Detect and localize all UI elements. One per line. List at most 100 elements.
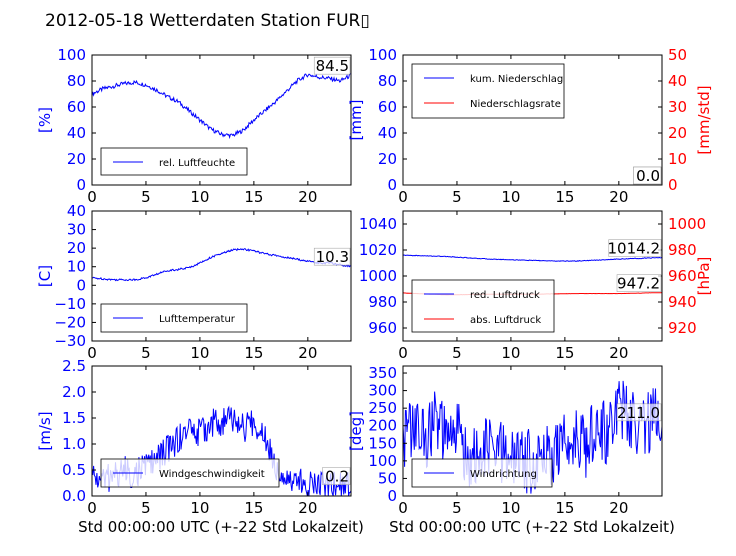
y-tick-label-precipitation-80: 80 xyxy=(378,72,397,90)
legend-label-temperature-0: Lufttemperatur xyxy=(159,314,236,325)
panel-wind_direction: 0 5 10 15 20050100150200250300350[deg]Windri… xyxy=(347,364,663,517)
y-axis-label-precipitation: [mm] xyxy=(347,100,365,141)
series-line-humidity-0 xyxy=(91,73,352,140)
x-tick-label-precipitation-20: 20 xyxy=(609,188,628,206)
y2-tick-label-precipitation-10: 10 xyxy=(668,150,687,168)
y-tick-label-humidity-60: 60 xyxy=(67,98,86,116)
y-tick-label-wind_speed-2.5: 2.5 xyxy=(62,357,86,375)
x-tick-label-pressure-20: 20 xyxy=(609,344,628,362)
last-value-box-pressure-0 xyxy=(608,239,662,257)
x-tick-label-wind_direction-15: 15 xyxy=(555,499,574,517)
x-axis-label-left: Std 00:00:00 UTC (+-22 Std Lokalzeit) xyxy=(78,518,364,536)
y-tick-label-wind_speed-1: 1.0 xyxy=(62,435,86,453)
y-tick-label-wind_speed-0: 0.0 xyxy=(62,487,86,505)
last-value-box-wind_direction-0 xyxy=(616,403,662,422)
x-tick-label-wind_direction-0: 0 xyxy=(398,499,408,517)
y2-tick-label-precipitation-0: 0 xyxy=(668,176,678,194)
last-value-label-wind_direction-0: 211.0 xyxy=(617,404,660,422)
y-tick-label-wind_speed-1.5: 1.5 xyxy=(62,409,86,427)
y2-tick-label-precipitation-40: 40 xyxy=(668,72,687,90)
y-tick-label-wind_direction-150: 150 xyxy=(368,434,397,452)
axes-frame-humidity xyxy=(91,54,352,186)
axes-frame-wind_speed xyxy=(91,365,352,497)
x-tick-label-wind_speed-15: 15 xyxy=(244,499,263,517)
last-value-label-humidity-0: 84.5 xyxy=(316,57,349,75)
y-axis-label-humidity: [%] xyxy=(36,107,54,133)
x-tick-label-wind_speed-5: 5 xyxy=(141,499,151,517)
y-tick-label-temperature-30: 30 xyxy=(67,221,86,239)
y2-axis-label-precipitation: [mm/std] xyxy=(695,85,713,154)
axes-frame-temperature xyxy=(91,210,352,342)
last-value-box-humidity-0 xyxy=(313,56,351,75)
y2-tick-label-precipitation-30: 30 xyxy=(668,98,687,116)
legend-label-precipitation-1: Niederschlagsrate xyxy=(470,99,561,110)
x-tick-label-pressure-0: 0 xyxy=(398,344,408,362)
y2-tick-label-pressure-920: 920 xyxy=(668,319,697,337)
x-tick-label-wind_direction-10: 10 xyxy=(501,499,520,517)
y-tick-label-pressure-980: 980 xyxy=(368,293,397,311)
last-value-box-wind_speed-0 xyxy=(322,467,351,485)
y2-tick-label-precipitation-20: 20 xyxy=(668,124,687,142)
legend-label-precipitation-0: kum. Niederschlag xyxy=(470,74,563,85)
y-axis-label-wind_direction: [deg] xyxy=(347,411,365,451)
y-tick-label-wind_direction-300: 300 xyxy=(368,382,397,400)
x-tick-label-wind_speed-0: 0 xyxy=(87,499,97,517)
last-value-box-temperature-0 xyxy=(313,247,351,266)
y-tick-label-wind_direction-350: 350 xyxy=(368,364,397,382)
y-tick-label-pressure-960: 960 xyxy=(368,319,397,337)
y2-tick-label-pressure-940: 940 xyxy=(668,293,697,311)
x-tick-label-temperature-10: 10 xyxy=(190,344,209,362)
y-tick-label-pressure-1040: 1040 xyxy=(359,215,397,233)
y-tick-label-precipitation-20: 20 xyxy=(378,150,397,168)
panel-temperature: 0 5 10 15 20−30−20−10010203040[C]Lufttempera… xyxy=(36,202,352,362)
legend-label-wind_speed-0: Windgeschwindigkeit xyxy=(159,469,265,480)
x-tick-label-wind_speed-20: 20 xyxy=(298,499,317,517)
y2-tick-label-pressure-1000: 1000 xyxy=(668,215,706,233)
y-tick-label-wind_direction-200: 200 xyxy=(368,417,397,435)
panel-humidity: 0 5 10 15 20 0 20 40 60 80 100 [%] rel. Luftfeuchte 8… xyxy=(36,46,352,206)
legend-box-precipitation xyxy=(411,63,565,119)
y2-tick-label-pressure-960: 960 xyxy=(668,267,697,285)
legend-label-pressure-0: red. Luftdruck xyxy=(470,290,540,301)
y-tick-label-wind_direction-250: 250 xyxy=(368,399,397,417)
last-value-box-precipitation-1 xyxy=(633,166,662,185)
y-axis-label-temperature: [C] xyxy=(36,265,54,287)
legend-label-pressure-1: abs. Luftdruck xyxy=(470,315,541,326)
panel-precipitation: 0 5 10 15 20 0 20 40 60 80 100 0 10 20 30 40 50 [mm] [mm/s… xyxy=(347,46,713,206)
x-tick-label-humidity-20: 20 xyxy=(298,188,317,206)
y2-tick-label-precipitation-50: 50 xyxy=(668,46,687,64)
x-tick-label-temperature-20: 20 xyxy=(298,344,317,362)
x-tick-label-pressure-5: 5 xyxy=(452,344,462,362)
last-value-label-pressure-1: 947.2 xyxy=(617,275,660,293)
legend-label-humidity-0: rel. Luftfeuchte xyxy=(159,158,235,169)
panel-wind_speed: 0 5 10 15 20 0.0 0.5 1.0 1.5 2.0 2.5 [m/s] Windgesch… xyxy=(36,357,352,517)
axes-frame-wind_direction xyxy=(402,365,663,497)
x-tick-label-precipitation-0: 0 xyxy=(398,188,408,206)
x-tick-label-wind_speed-10: 10 xyxy=(190,499,209,517)
x-tick-label-precipitation-15: 15 xyxy=(555,188,574,206)
last-value-label-pressure-0: 1014.2 xyxy=(608,240,661,258)
y-tick-label-temperature-10: 10 xyxy=(67,258,86,276)
y-axis-label-wind_speed: [m/s] xyxy=(36,411,54,450)
y-tick-label-wind_direction-0: 0 xyxy=(387,487,397,505)
x-tick-label-temperature-5: 5 xyxy=(141,344,151,362)
y-tick-label-precipitation-100: 100 xyxy=(368,46,397,64)
x-tick-label-wind_direction-20: 20 xyxy=(609,499,628,517)
x-tick-label-humidity-15: 15 xyxy=(244,188,263,206)
series-line-pressure-0 xyxy=(402,254,663,262)
x-tick-label-precipitation-5: 5 xyxy=(452,188,462,206)
y-tick-label-pressure-1020: 1020 xyxy=(359,241,397,259)
x-tick-label-temperature-15: 15 xyxy=(244,344,263,362)
y-tick-label-humidity-20: 20 xyxy=(67,150,86,168)
x-tick-label-temperature-0: 0 xyxy=(87,344,97,362)
x-tick-label-precipitation-10: 10 xyxy=(501,188,520,206)
y-tick-label-temperature-20: 20 xyxy=(67,239,86,257)
y-tick-label-humidity-100: 100 xyxy=(57,46,86,64)
x-tick-label-pressure-10: 10 xyxy=(501,344,520,362)
y-tick-label-temperature-40: 40 xyxy=(67,202,86,220)
x-tick-label-humidity-0: 0 xyxy=(87,188,97,206)
y-tick-label-wind_speed-2: 2.0 xyxy=(62,383,86,401)
y-tick-label-temperature--10: −10 xyxy=(54,295,86,313)
